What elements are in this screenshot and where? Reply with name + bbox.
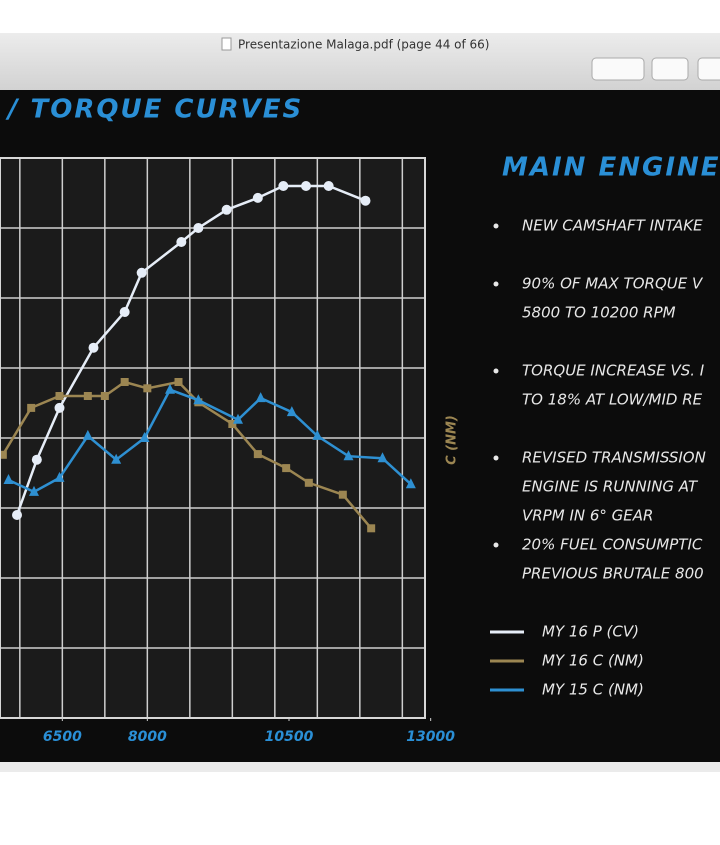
file-icon [221,37,232,51]
bullet-text: 90% OF MAX TORQUE V [522,275,704,293]
bullet-text: TORQUE INCREASE VS. I [522,362,705,380]
point [120,378,129,386]
point [312,429,323,440]
legend-label: MY 16 C (NM) [542,652,644,670]
point [255,392,266,403]
legend-label: MY 15 C (NM) [542,681,644,699]
point [304,478,313,487]
point [176,237,187,247]
point [136,267,147,278]
point [360,195,371,206]
bullet-text: 20% FUEL CONSUMPTIC [522,536,703,554]
point [323,181,334,191]
bullet-text: TO 18% AT LOW/MID RE [522,391,703,409]
point [301,181,311,191]
window-title: Presentazione Malaga.pdf (page 44 of 66) [238,38,490,52]
bullet-text: REVISED TRANSMISSION [522,449,706,467]
point [0,450,7,459]
legend-label: MY 16 P (CV) [542,623,639,641]
point [139,432,150,442]
bullet-dot [493,368,499,374]
bullet-text: 5800 TO 10200 RPM [522,304,676,322]
slide-title: / TORQUE CURVES [5,95,303,125]
point [82,429,93,440]
point [165,383,175,394]
bullet-text: VRPM IN 6° GEAR [522,507,653,525]
bullet-text: PREVIOUS BRUTALE 800 [522,565,704,583]
point [282,464,291,473]
point [228,420,237,428]
point [405,478,416,489]
point [174,378,183,386]
point [54,402,65,413]
point [367,524,376,533]
point [278,181,289,191]
point [54,471,65,482]
point [286,406,297,417]
panel-title: MAIN ENGINE [502,153,720,183]
point [111,453,122,464]
point [31,454,42,465]
y-axis-label: C (NM) [445,415,460,465]
point [27,403,36,412]
x-tick-label: 10500 [265,729,314,745]
annotate-button[interactable] [591,57,645,81]
point [3,474,14,484]
point [193,223,204,233]
point [12,510,22,520]
bullet-text: ENGINE IS RUNNING AT [522,478,699,496]
point [221,204,232,215]
bullet-dot [493,542,499,548]
point [119,307,130,317]
point [193,394,204,405]
point [252,192,263,203]
bullet-text: NEW CAMSHAFT INTAKE [522,217,703,235]
rotate-button[interactable] [651,57,689,81]
point [29,485,39,496]
point [100,392,109,400]
bullet-dot [493,455,499,461]
x-tick-label: 13000 [406,729,455,745]
point [377,452,388,463]
plot [0,158,425,718]
point [143,384,152,393]
x-tick-label: 8000 [128,729,167,745]
bullet-dot [493,223,499,229]
point [338,490,347,499]
bullet-dot [493,281,499,287]
point [55,392,64,400]
point [233,413,243,424]
point [343,450,354,461]
point [253,450,262,459]
toolbox-button[interactable] [697,57,720,81]
x-tick-label: 6500 [43,729,82,745]
plot-frame [0,157,426,719]
point [83,392,92,400]
point [88,342,99,353]
